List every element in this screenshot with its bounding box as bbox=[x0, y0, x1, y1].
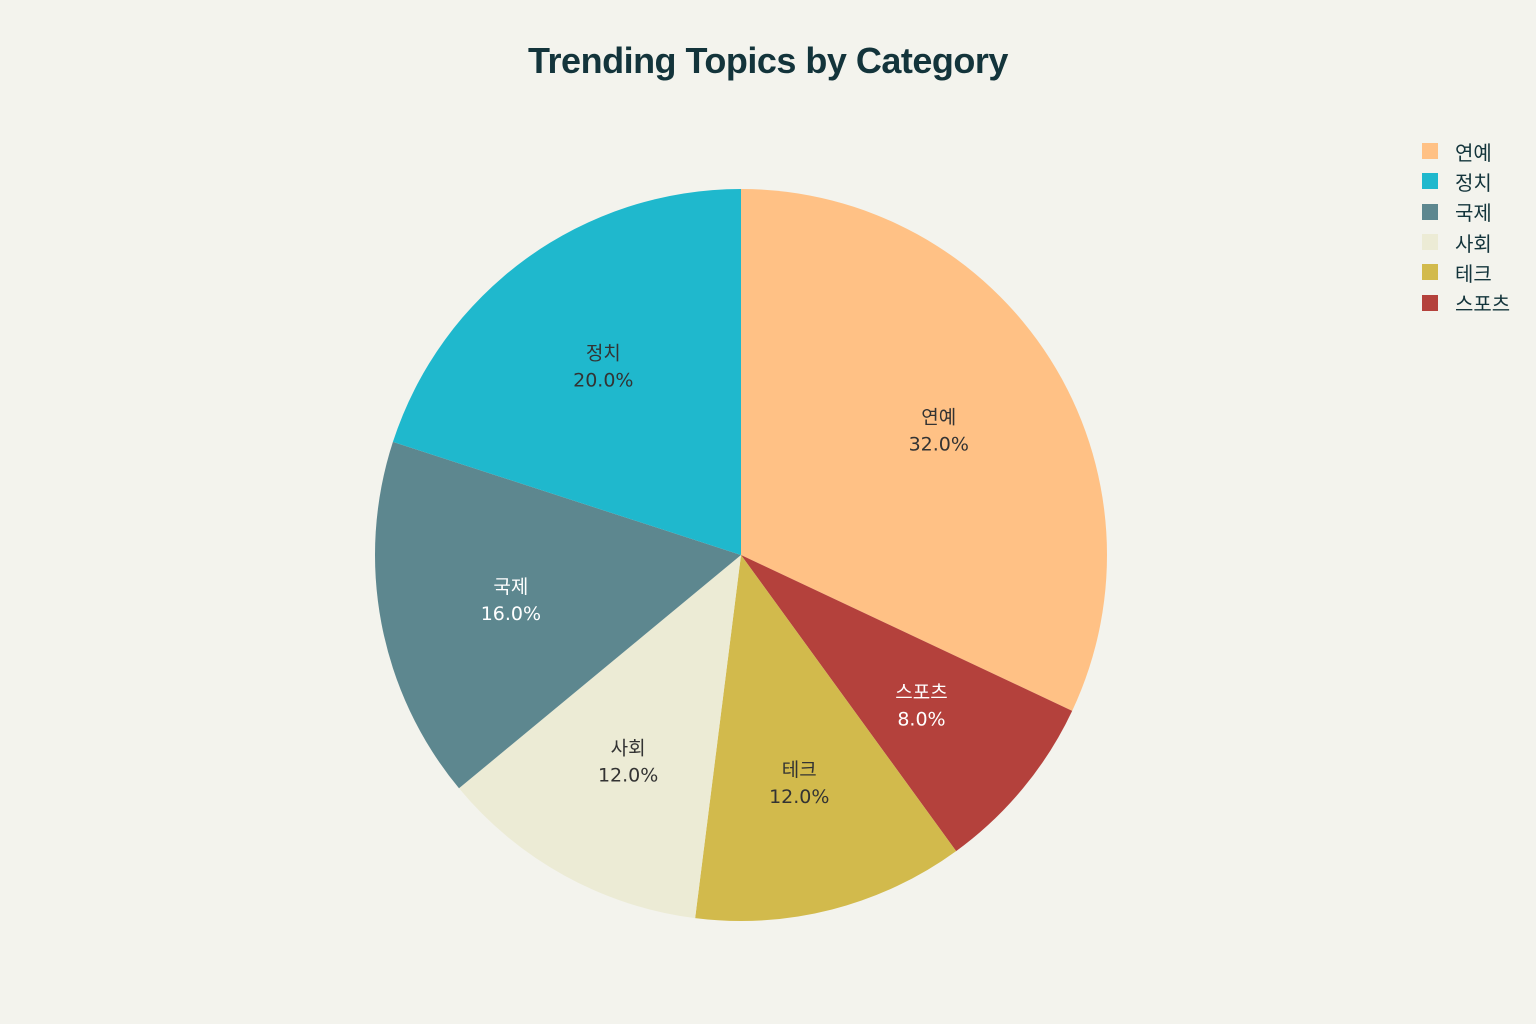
legend-item[interactable]: 국제 bbox=[1422, 197, 1510, 227]
slice-percent-label: 12.0% bbox=[598, 764, 658, 786]
legend-label: 연예 bbox=[1455, 140, 1492, 165]
slice-percent-label: 12.0% bbox=[769, 786, 829, 808]
legend-label: 사회 bbox=[1455, 231, 1492, 256]
pie-slice-3[interactable] bbox=[458, 555, 741, 919]
slice-name-label: 테크 bbox=[782, 759, 817, 781]
pie-slice-2[interactable] bbox=[695, 555, 957, 921]
legend-item[interactable]: 사회 bbox=[1422, 227, 1510, 257]
slice-percent-label: 16.0% bbox=[481, 603, 541, 625]
pie-slice-0[interactable] bbox=[741, 189, 1107, 711]
legend-swatch bbox=[1422, 294, 1438, 311]
legend-swatch bbox=[1422, 234, 1438, 251]
legend-swatch bbox=[1422, 143, 1438, 160]
slice-name-label: 스포츠 bbox=[895, 681, 947, 703]
slice-percent-label: 32.0% bbox=[909, 433, 969, 455]
slice-name-label: 국제 bbox=[493, 576, 528, 598]
pie-slice-4[interactable] bbox=[375, 441, 741, 789]
legend-swatch bbox=[1422, 173, 1438, 190]
legend-label: 스포츠 bbox=[1455, 292, 1511, 317]
legend-item[interactable]: 정치 bbox=[1422, 166, 1510, 196]
chart-title: Trending Topics by Category bbox=[528, 40, 1008, 81]
pie-slice-1[interactable] bbox=[741, 555, 1073, 852]
legend-swatch bbox=[1422, 264, 1438, 281]
legend-item[interactable]: 스포츠 bbox=[1422, 287, 1510, 317]
slice-percent-label: 8.0% bbox=[897, 708, 945, 730]
slice-name-label: 정치 bbox=[586, 342, 621, 364]
slice-name-label: 연예 bbox=[921, 406, 956, 428]
legend-label: 테크 bbox=[1455, 261, 1492, 286]
legend-label: 국제 bbox=[1455, 201, 1492, 226]
slice-percent-label: 20.0% bbox=[573, 369, 633, 391]
pie-slice-5[interactable] bbox=[392, 189, 741, 555]
legend-label: 정치 bbox=[1455, 170, 1492, 195]
slice-name-label: 사회 bbox=[611, 737, 646, 759]
legend-item[interactable]: 연예 bbox=[1422, 136, 1510, 166]
legend-item[interactable]: 테크 bbox=[1422, 257, 1510, 287]
legend-swatch bbox=[1422, 203, 1438, 220]
